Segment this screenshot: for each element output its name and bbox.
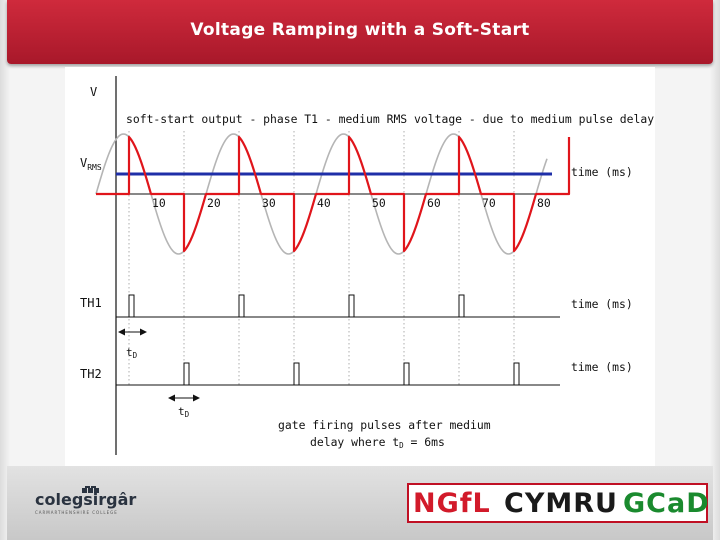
time-tick-label: 10 [152,196,166,210]
th1-label: TH1 [80,296,102,310]
th2-gate-pulse [403,362,410,385]
th2-gate-pulse [293,362,300,385]
title-bar: Voltage Ramping with a Soft-Start [7,0,713,64]
th1-gate-pulse [348,294,355,317]
time-tick-label: 20 [207,196,221,210]
vrms-label: VRMS [80,156,102,172]
th2-label: TH2 [80,367,102,381]
time-label-th1: time (ms) [571,297,633,311]
th1-gate-pulse [128,294,135,317]
th2-gate-pulse [513,362,520,385]
time-tick-label: 60 [427,196,441,210]
time-tick-label: 50 [372,196,386,210]
diagram-panel [65,67,655,467]
note-line-1: gate firing pulses after medium [278,418,491,432]
note-line-2: delay where tD = 6ms [310,435,445,450]
y-axis-label: V [90,85,97,99]
time-label-th2: time (ms) [571,360,633,374]
ngfl-cymru-logo: NGfL CYMRU GCaD [407,483,710,523]
gridline-dashes [128,131,515,387]
caption: soft-start output - phase T1 - medium RM… [126,112,654,126]
time-tick-label: 40 [317,196,331,210]
time-tick-labels: 10 20 30 40 50 60 70 80 [152,196,551,210]
td-arrow-th1 [118,328,147,336]
time-tick-label: 80 [537,196,551,210]
time-label-main: time (ms) [571,165,633,179]
th2-pulses [183,362,520,385]
college-logo-subtext: CARMARTHENSHIRE COLLEGE [35,510,118,515]
slide-title: Voltage Ramping with a Soft-Start [190,20,530,40]
time-tick-label: 30 [262,196,276,210]
ngfl-text: NGfL [413,488,491,519]
th1-gate-pulse [238,294,245,317]
th1-pulses [128,294,465,317]
td-label-th2: tD [178,405,190,419]
college-logo-text: colegsirgâr [35,490,137,509]
college-logo [27,483,127,526]
soft-start-output-wave [96,135,571,253]
td-arrow-th2 [168,394,200,402]
college-logo-mark-icon [82,483,99,493]
th1-gate-pulse [458,294,465,317]
th2-gate-pulse [183,362,190,385]
td-label-th1: tD [126,346,138,360]
gcad-text: GCaD [623,488,710,519]
time-tick-label: 70 [482,196,496,210]
cymru-text: CYMRU [504,488,618,519]
